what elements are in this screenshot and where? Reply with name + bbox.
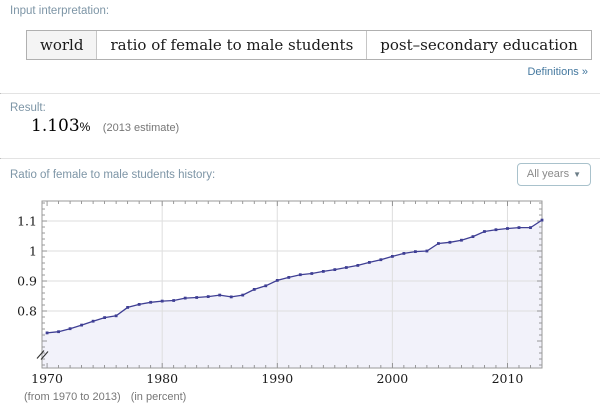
input-interpretation-box: world ratio of female to male students p… xyxy=(26,30,592,60)
all-years-dropdown-label: All years xyxy=(526,168,570,180)
caption-unit: (in percent) xyxy=(130,391,187,403)
chart-caption: (from 1970 to 2013) (in percent) xyxy=(24,391,186,403)
result-line: 1.103% (2013 estimate) xyxy=(31,116,179,136)
svg-text:0.9: 0.9 xyxy=(18,274,37,289)
interp-cell-ratio: ratio of female to male students xyxy=(96,31,366,59)
svg-text:1: 1 xyxy=(29,244,37,259)
svg-text:2010: 2010 xyxy=(492,371,524,386)
svg-text:1.1: 1.1 xyxy=(18,214,37,229)
svg-text:1980: 1980 xyxy=(146,371,178,386)
divider xyxy=(0,93,600,94)
pod-title-history: Ratio of female to male students history… xyxy=(10,169,216,181)
result-note: (2013 estimate) xyxy=(102,122,180,134)
pod-title-result: Result: xyxy=(10,102,46,114)
svg-text:1970: 1970 xyxy=(31,371,63,386)
history-line-chart: 0.8 0.9 1 1.1 1970 1980 1990 2000 2010 xyxy=(18,200,544,386)
svg-text:0.8: 0.8 xyxy=(18,304,37,319)
result-unit: % xyxy=(79,120,91,134)
pod-title-input-interpretation: Input interpretation: xyxy=(10,5,110,17)
definitions-row: Definitions » xyxy=(527,66,588,78)
interp-cell-world: world xyxy=(27,31,97,59)
divider xyxy=(0,158,600,159)
svg-text:2000: 2000 xyxy=(376,371,408,386)
chevron-down-icon: ▼ xyxy=(573,170,581,179)
interp-cell-education: post–secondary education xyxy=(366,31,590,59)
caption-range: (from 1970 to 2013) xyxy=(24,391,121,403)
all-years-dropdown[interactable]: All years ▼ xyxy=(516,163,591,187)
svg-text:1990: 1990 xyxy=(261,371,293,386)
definitions-link[interactable]: Definitions » xyxy=(527,66,588,78)
result-value: 1.103 xyxy=(31,116,80,136)
